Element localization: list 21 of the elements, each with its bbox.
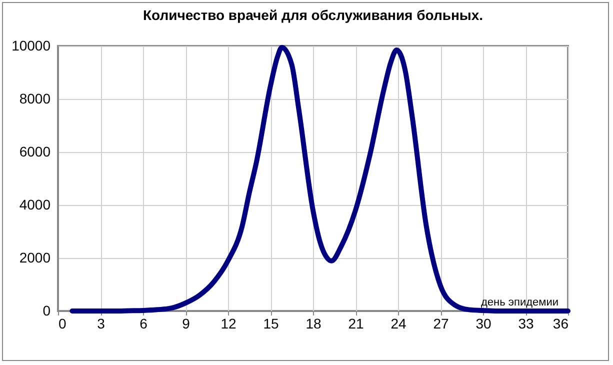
x-axis-title: день эпидемии [481,296,558,308]
x-tick-label: 12 [220,316,236,332]
y-tick-label: 0 [42,302,51,318]
y-tick-label: 8000 [19,90,51,106]
x-tick-label: 6 [140,316,148,332]
x-tick-label: 3 [97,316,106,332]
x-tick-label: 0 [58,316,66,332]
y-tick-label: 2000 [19,250,51,266]
y-tick-label: 10000 [12,38,51,54]
chart-title: Количество врачей для обслуживания больных. [142,7,484,23]
x-tick-label: 30 [476,316,492,332]
y-tick-label: 6000 [19,144,51,160]
x-tick-label: 18 [306,316,322,332]
x-tick-label: 21 [348,316,364,332]
x-tick-label: 33 [518,316,534,332]
x-tick-label: 36 [552,316,569,332]
x-tick-label: 24 [390,316,406,332]
x-tick-label: 15 [263,316,279,332]
x-tick-label: 27 [433,316,449,332]
x-tick-label: 9 [182,316,190,332]
y-tick-label: 4000 [19,196,51,212]
